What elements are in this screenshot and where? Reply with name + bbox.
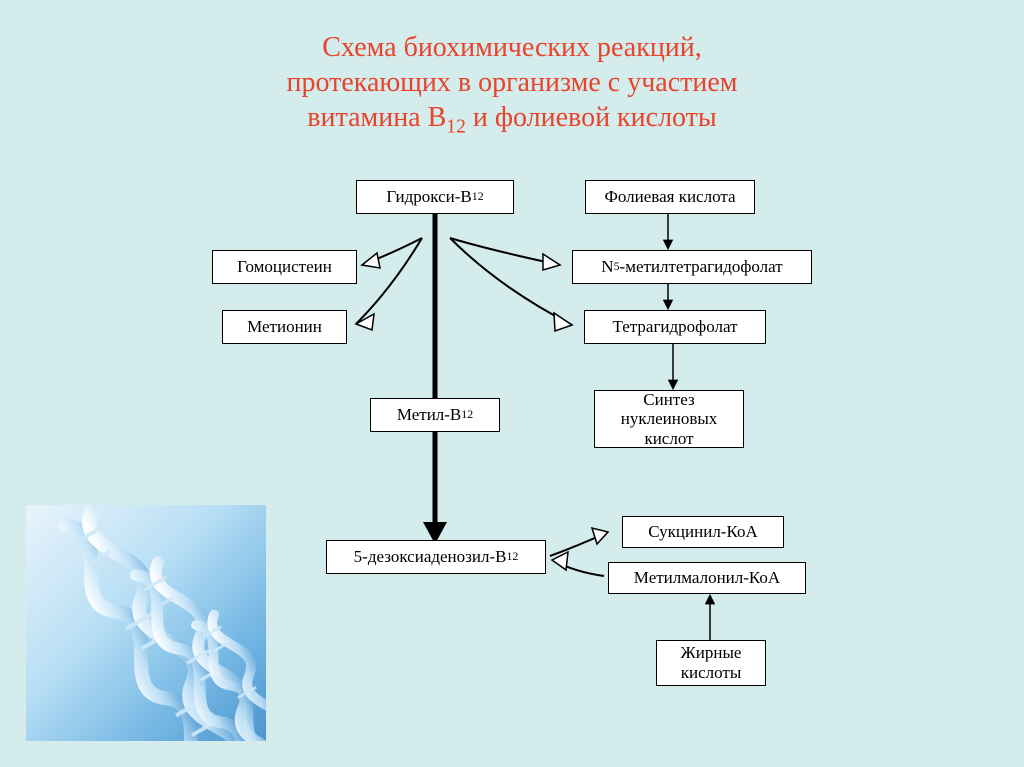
diagram-title: Схема биохимических реакций, протекающих… (0, 30, 1024, 140)
box-deoxyadenosyl-b12: 5-дезоксиаденозил-B12 (326, 540, 546, 574)
box-hydroxy-b12: Гидрокси-B12 (356, 180, 514, 214)
box-methylmalonyl-coa: Метилмалонил-КоА (608, 562, 806, 594)
box-folic-acid: Фолиевая кислота (585, 180, 755, 214)
box-nucleic-synthesis: Синтез нуклеиновых кислот (594, 390, 744, 448)
box-tetrahydrofolate: Тетрагидрофолат (584, 310, 766, 344)
box-fatty-acids: Жирные кислоты (656, 640, 766, 686)
box-homocysteine: Гомоцистеин (212, 250, 357, 284)
box-methyl-b12: Метил-B12 (370, 398, 500, 432)
curved-arrows-left (356, 238, 422, 330)
curved-arrows-right (450, 238, 572, 331)
box-succinyl-coa: Сукцинил-КоА (622, 516, 784, 548)
dna-svg (26, 505, 266, 741)
title-line-3-pre: витамина B (307, 102, 446, 133)
title-line-2: протекающих в организме с участием (287, 67, 738, 98)
box-methionine: Метионин (222, 310, 347, 344)
title-line-1: Схема биохимических реакций, (322, 32, 702, 63)
title-sub: 12 (446, 117, 466, 138)
title-line-3-post: и фолиевой кислоты (466, 102, 717, 133)
dna-illustration (26, 505, 266, 741)
box-n5-methyl: N5-метилтетрагидофолат (572, 250, 812, 284)
cycle-arrow-right (550, 528, 608, 576)
